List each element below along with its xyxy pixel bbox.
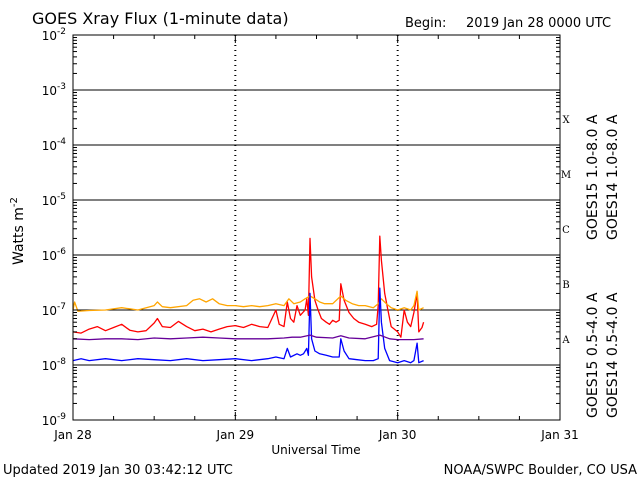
y-tick-exponent: -5 bbox=[57, 192, 66, 202]
series-line bbox=[72, 235, 425, 338]
legend-goes14-long: GOES14 1.0-8.0 A bbox=[605, 114, 621, 240]
flare-class-label: X bbox=[562, 115, 570, 126]
series-line bbox=[72, 290, 424, 312]
y-tick-base: 10 bbox=[42, 29, 57, 43]
y-axis-label-exponent: -2 bbox=[9, 197, 20, 207]
legend-goes15-short: GOES15 0.5-4.0 A bbox=[585, 292, 601, 418]
x-axis-label: Universal Time bbox=[271, 443, 360, 457]
legend-goes15-long: GOES15 1.0-8.0 A bbox=[585, 114, 601, 240]
y-tick-label: 10-5 bbox=[42, 192, 66, 208]
flare-class-labels: A B C M X bbox=[561, 115, 571, 346]
y-tick-base: 10 bbox=[42, 194, 57, 208]
y-tick-exponent: -3 bbox=[57, 82, 66, 92]
plot-frame bbox=[72, 34, 561, 421]
flare-class-label: M bbox=[561, 170, 571, 181]
grid-lines bbox=[73, 89, 560, 366]
y-axis-ticks: 10-910-810-710-610-510-410-310-2 bbox=[42, 27, 560, 428]
y-tick-exponent: -6 bbox=[57, 247, 66, 257]
chart-title: GOES Xray Flux (1-minute data) bbox=[32, 9, 289, 28]
y-tick-exponent: -8 bbox=[57, 357, 66, 367]
y-tick-base: 10 bbox=[42, 139, 57, 153]
series-lines bbox=[72, 235, 425, 364]
y-tick-label: 10-4 bbox=[42, 137, 67, 153]
x-tick-label: Jan 30 bbox=[378, 428, 417, 442]
updated-timestamp: Updated 2019 Jan 30 03:42:12 UTC bbox=[3, 463, 233, 478]
series-line bbox=[72, 334, 424, 341]
y-tick-label: 10-8 bbox=[42, 357, 67, 373]
y-tick-label: 10-7 bbox=[42, 302, 66, 318]
day-dash-lines bbox=[234, 35, 399, 420]
y-tick-exponent: -2 bbox=[57, 27, 66, 37]
y-tick-exponent: -7 bbox=[57, 302, 66, 312]
begin-value: 2019 Jan 28 0000 UTC bbox=[466, 16, 611, 31]
y-tick-label: 10-3 bbox=[42, 82, 66, 98]
series-line bbox=[72, 287, 424, 364]
y-tick-label: 10-2 bbox=[42, 27, 66, 43]
y-tick-base: 10 bbox=[42, 84, 57, 98]
x-tick-label: Jan 28 bbox=[53, 428, 92, 442]
flare-class-label: B bbox=[562, 280, 569, 291]
begin-label: Begin: bbox=[405, 16, 446, 31]
y-tick-label: 10-9 bbox=[42, 412, 67, 428]
legend-goes14-short: GOES14 0.5-4.0 A bbox=[605, 292, 621, 418]
y-axis-label-text: Watts m bbox=[11, 207, 27, 265]
x-axis-ticks: Jan 28 Jan 29 Jan 30 Jan 31 bbox=[53, 35, 579, 442]
flare-class-label: A bbox=[561, 335, 570, 346]
data-source: NOAA/SWPC Boulder, CO USA bbox=[444, 463, 637, 478]
y-tick-base: 10 bbox=[42, 249, 57, 263]
x-tick-label: Jan 31 bbox=[540, 428, 579, 442]
x-tick-label: Jan 29 bbox=[216, 428, 255, 442]
y-tick-base: 10 bbox=[42, 414, 57, 428]
y-tick-base: 10 bbox=[42, 359, 57, 373]
y-tick-base: 10 bbox=[42, 304, 57, 318]
y-tick-exponent: -9 bbox=[57, 412, 66, 422]
y-tick-label: 10-6 bbox=[42, 247, 67, 263]
y-axis-label: Watts m-2 bbox=[9, 197, 27, 265]
flare-class-label: C bbox=[562, 225, 570, 236]
y-tick-exponent: -4 bbox=[57, 137, 66, 147]
